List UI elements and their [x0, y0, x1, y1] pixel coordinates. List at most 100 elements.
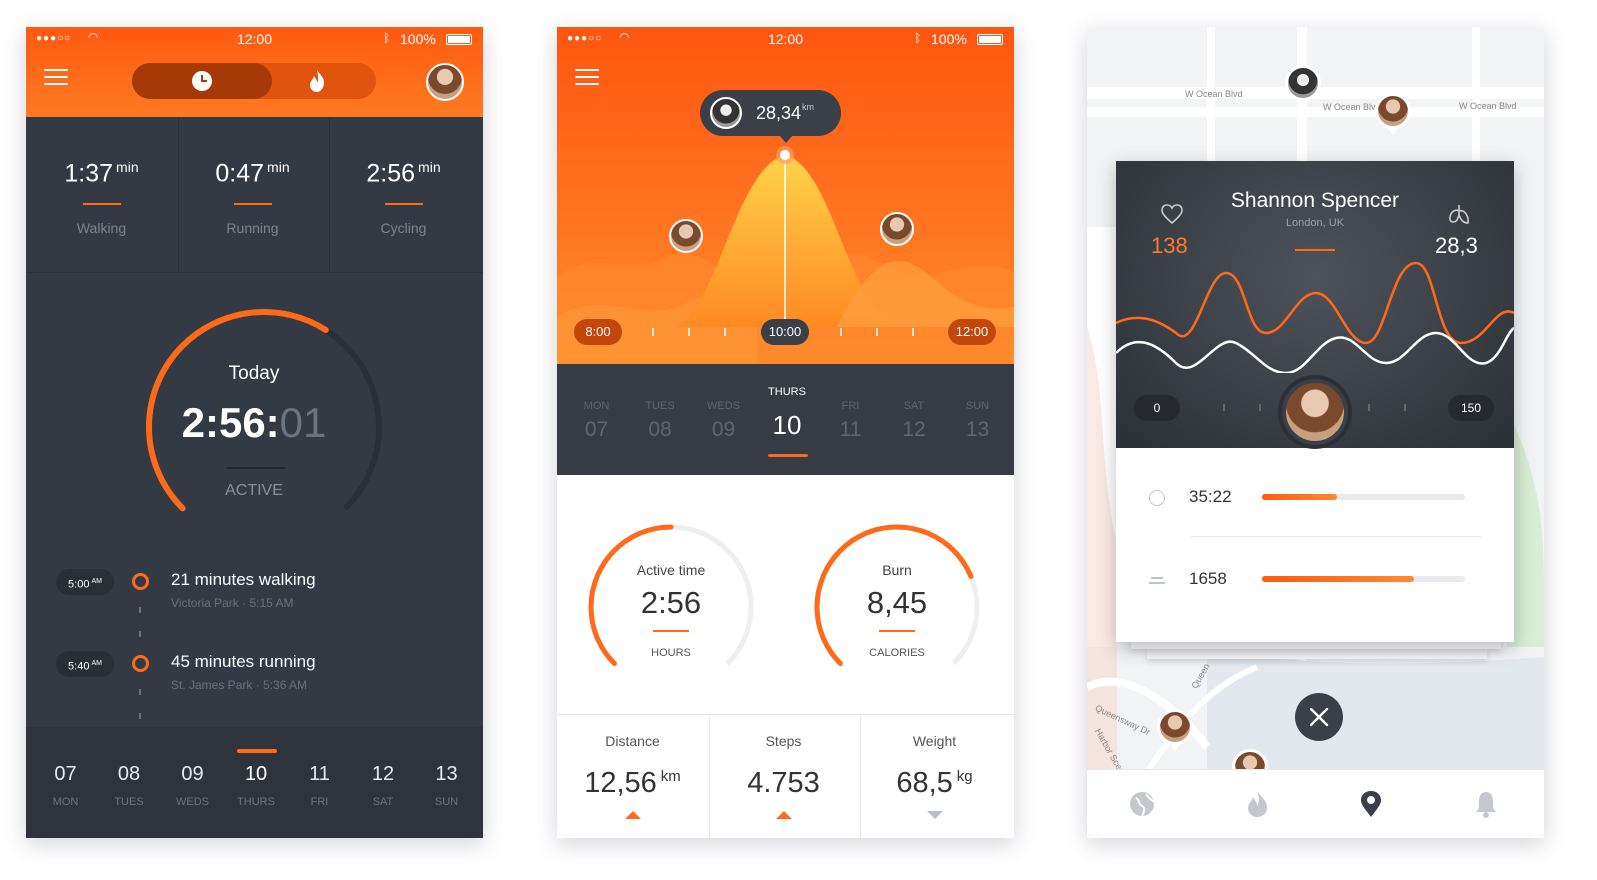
stat-value: 35:22: [1189, 487, 1232, 506]
day-sat[interactable]: 12 SAT: [352, 749, 415, 819]
status-time: 12:00: [767, 31, 804, 47]
stat-value: 0:47 min: [177, 159, 328, 188]
metric-unit: kg: [956, 768, 973, 786]
stat-walking: 1:37 min Walking: [26, 117, 177, 273]
battery-icon: [977, 34, 1003, 45]
bubble-unit: km: [802, 102, 814, 112]
day-number: 10: [244, 763, 268, 785]
metric-weight[interactable]: Weight 68,5 kg: [859, 715, 1010, 838]
map-pin-friend-3[interactable]: [1157, 709, 1193, 753]
pin-avatar: [1375, 93, 1411, 129]
battery-icon: [446, 34, 472, 45]
day-number: 10: [772, 410, 802, 440]
globe-icon[interactable]: [1128, 790, 1156, 818]
timeline-title[interactable]: 45 minutes running: [171, 652, 316, 671]
day-name: SAT: [903, 400, 925, 412]
mode-toggle[interactable]: [132, 63, 376, 99]
clock-icon: [192, 71, 212, 91]
gauge-time-main: 2:56:: [181, 399, 280, 446]
status-time: 12:00: [236, 31, 273, 47]
day-thurs[interactable]: THURS 10: [756, 364, 819, 475]
bell-icon[interactable]: [1472, 790, 1500, 818]
friends-map-screen: W Ocean Blvd W Ocean Blvd W Ocean Blvd Q…: [1087, 27, 1544, 838]
location-pin-icon[interactable]: [1357, 790, 1385, 818]
day-thurs[interactable]: 10 THURS: [225, 749, 288, 819]
card-avatar: [1282, 379, 1348, 445]
day-sat[interactable]: SAT 12: [883, 364, 946, 475]
menu-icon[interactable]: [575, 69, 599, 85]
day-name: FRI: [310, 796, 329, 808]
metric-distance[interactable]: Distance 12,56 km: [557, 715, 708, 838]
map-street-label: W Ocean Blvd: [1185, 89, 1243, 99]
timeline-subtitle: Victoria Park · 5:15 AM: [171, 596, 294, 610]
wifi-icon: ◠: [619, 30, 630, 44]
stat-number: 2:56: [366, 159, 416, 188]
time-tick: [840, 328, 842, 336]
signal-icon: ●●●○○: [567, 33, 603, 44]
activity-chart-screen: ●●●○○ ◠ 12:00 ᛒ 100% 28,34 km 8:00 10:00…: [557, 27, 1014, 838]
stats-row: [26, 117, 483, 273]
mode-toggle-time[interactable]: [132, 63, 272, 99]
user-avatar: [710, 97, 742, 129]
today-gauge: [146, 309, 382, 527]
stat-number: 1:37: [64, 159, 114, 188]
friend-avatar-right[interactable]: [880, 212, 914, 246]
gauge-divider: [227, 467, 285, 469]
heart-rate-value: 138: [1151, 233, 1188, 258]
stat-progress-fill: [1262, 576, 1415, 582]
active-time-gauge: [588, 524, 754, 677]
day-weds[interactable]: 09 WEDS: [161, 749, 224, 819]
pin-avatar: [1157, 709, 1193, 745]
stat-number: 0:47: [215, 159, 265, 188]
day-number: 12: [902, 418, 926, 441]
range-max[interactable]: 150: [1448, 395, 1494, 421]
bluetooth-icon: ᛒ: [914, 31, 922, 45]
burn-gauge: [814, 524, 980, 677]
stat-value: 1658: [1189, 569, 1227, 588]
distance-chart: [557, 146, 1014, 364]
mode-toggle-calories[interactable]: [302, 69, 332, 93]
menu-icon[interactable]: [44, 69, 68, 85]
day-tues[interactable]: TUES 08: [629, 364, 692, 475]
day-fri[interactable]: 11 FRI: [288, 749, 351, 819]
gauge-label: Today: [228, 363, 280, 384]
day-sun[interactable]: SUN 13: [946, 364, 1009, 475]
time-tick: [876, 328, 878, 336]
time-end[interactable]: 12:00: [948, 319, 996, 345]
profile-avatar[interactable]: [426, 63, 464, 101]
day-weds[interactable]: WEDS 09: [692, 364, 755, 475]
time-start[interactable]: 8:00: [574, 319, 622, 345]
days-bar: [26, 727, 483, 838]
day-mon[interactable]: 07 MON: [34, 749, 97, 819]
timeline-time: 5:40: [68, 660, 90, 673]
active-day-indicator: [236, 749, 277, 753]
range-min[interactable]: 0: [1134, 395, 1180, 421]
battery-label: 100%: [400, 31, 436, 47]
gauge-time-seconds: 01: [279, 399, 327, 446]
lungs-value: 28,3: [1435, 233, 1478, 258]
metric-value: 68,5 kg: [859, 767, 1010, 800]
bluetooth-icon: ᛒ: [383, 31, 391, 45]
lungs-icon: [1449, 205, 1469, 224]
day-name: THURS: [237, 796, 275, 808]
stairs-icon: [1149, 572, 1165, 588]
time-current[interactable]: 10:00: [761, 319, 809, 345]
map-pin-friend-2[interactable]: [1375, 93, 1411, 137]
flame-icon[interactable]: [1243, 790, 1271, 818]
day-sun[interactable]: 13 SUN: [415, 749, 478, 819]
metric-value: 12,56 km: [557, 767, 708, 800]
day-name: SUN: [965, 400, 990, 412]
day-name: WEDS: [707, 400, 740, 412]
activity-screen: ●●●○○ ◠ 12:00 ᛒ 100% Today: [26, 27, 483, 838]
day-number: 13: [435, 763, 458, 785]
map-pin-friend-1[interactable]: [1285, 65, 1321, 109]
day-mon[interactable]: MON 07: [565, 364, 628, 475]
day-name: THURS: [768, 386, 806, 398]
day-tues[interactable]: 08 TUES: [98, 749, 161, 819]
pin-avatar: [1285, 65, 1321, 101]
timeline-title[interactable]: 21 minutes walking: [171, 570, 316, 589]
metric-steps[interactable]: Steps 4.753: [708, 715, 859, 838]
close-button[interactable]: [1295, 693, 1343, 741]
friend-avatar-left[interactable]: [669, 219, 703, 253]
day-fri[interactable]: FRI 11: [819, 364, 882, 475]
